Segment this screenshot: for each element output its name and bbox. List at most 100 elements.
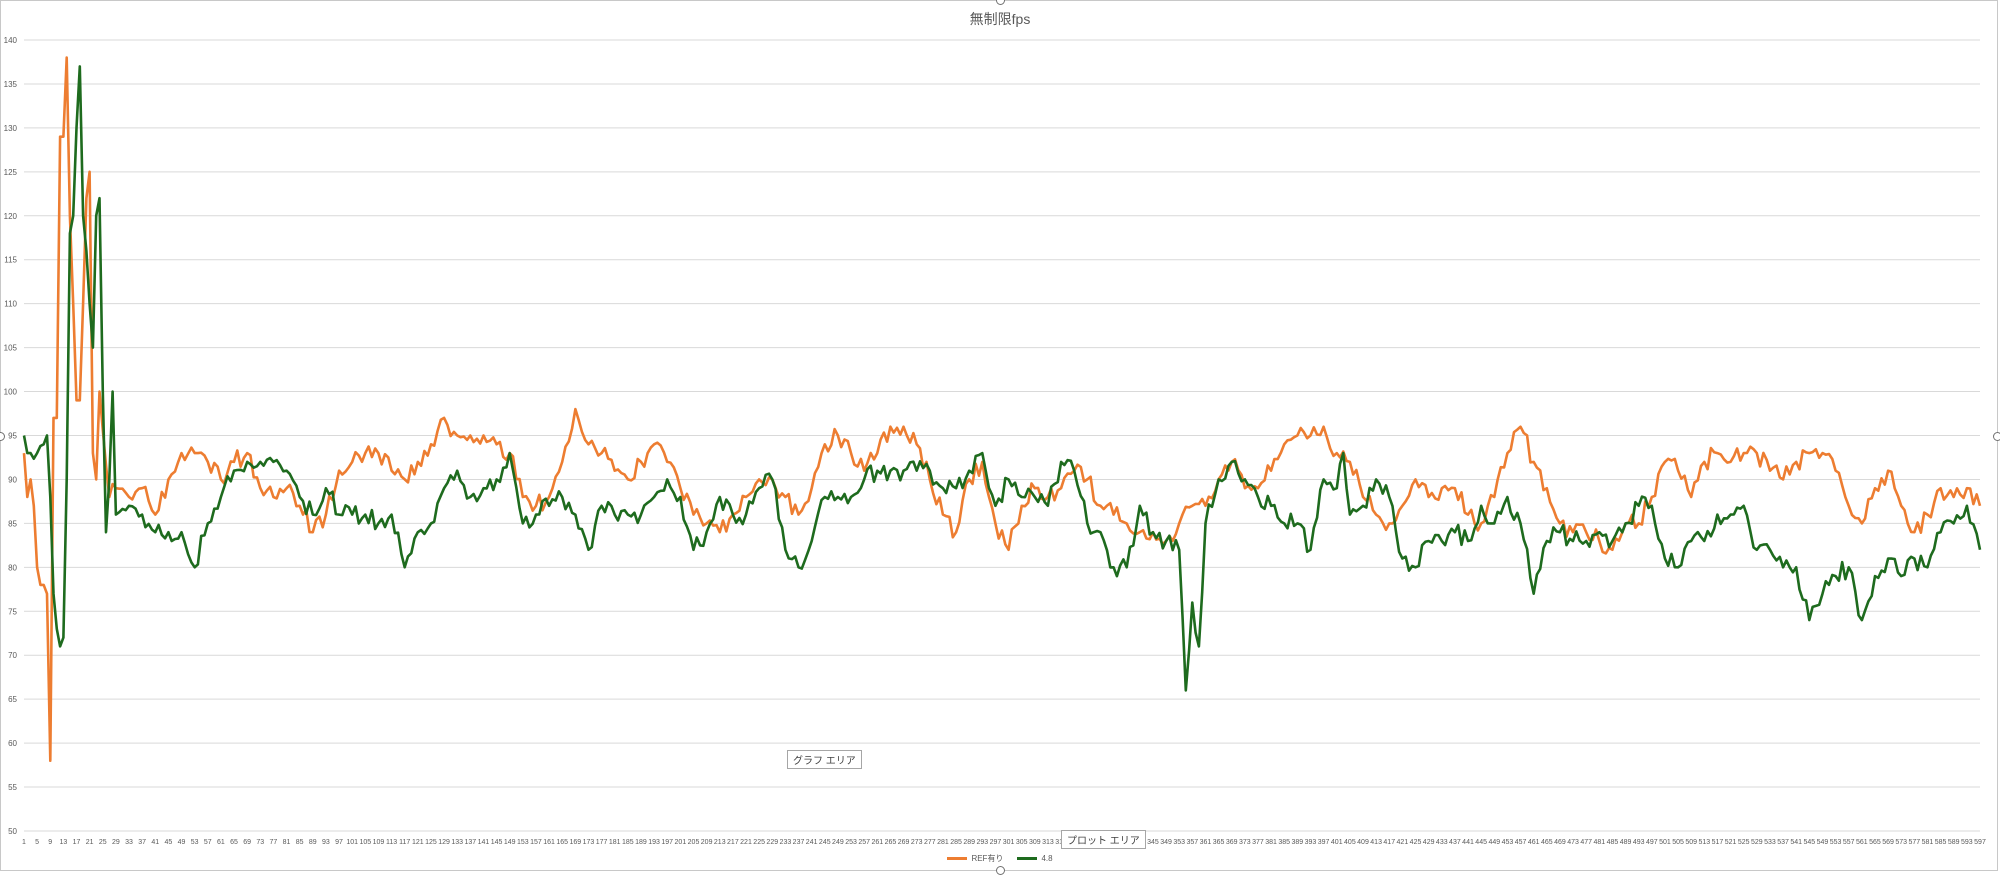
x-tick-label: 197 — [661, 839, 673, 846]
x-tick-label: 549 — [1817, 839, 1829, 846]
x-tick-label: 9 — [48, 839, 52, 846]
x-tick-label: 473 — [1567, 839, 1579, 846]
x-tick-label: 469 — [1554, 839, 1566, 846]
x-tick-label: 93 — [322, 839, 330, 846]
x-tick-label: 553 — [1830, 839, 1842, 846]
x-tick-label: 501 — [1659, 839, 1671, 846]
x-tick-label: 289 — [963, 839, 975, 846]
y-tick-label: 110 — [4, 300, 17, 309]
y-tick-label: 105 — [4, 344, 18, 353]
x-tick-label: 201 — [675, 839, 687, 846]
x-tick-label: 297 — [990, 839, 1002, 846]
x-tick-label: 157 — [530, 839, 542, 846]
x-tick-label: 377 — [1252, 839, 1264, 846]
x-tick-label: 121 — [412, 839, 424, 846]
x-tick-label: 389 — [1292, 839, 1304, 846]
y-tick-label: 60 — [8, 739, 17, 748]
y-tick-label: 140 — [4, 36, 18, 45]
x-tick-label: 225 — [753, 839, 765, 846]
x-tick-label: 521 — [1725, 839, 1737, 846]
y-tick-label: 115 — [4, 256, 17, 265]
x-tick-label: 189 — [635, 839, 647, 846]
x-tick-label: 493 — [1633, 839, 1645, 846]
x-tick-label: 185 — [622, 839, 634, 846]
x-tick-label: 29 — [112, 839, 120, 846]
x-tick-label: 133 — [451, 839, 463, 846]
legend-label-48: 4.8 — [1041, 854, 1053, 863]
resize-handle-right[interactable] — [1993, 432, 2000, 441]
x-tick-label: 25 — [99, 839, 107, 846]
x-tick-label: 413 — [1370, 839, 1382, 846]
x-tick-label: 237 — [793, 839, 805, 846]
x-tick-label: 429 — [1423, 839, 1435, 846]
resize-handle-top[interactable] — [996, 0, 1005, 5]
x-tick-label: 545 — [1803, 839, 1815, 846]
x-tick-label: 169 — [570, 839, 582, 846]
x-tick-label: 125 — [425, 839, 437, 846]
x-tick-label: 437 — [1449, 839, 1461, 846]
legend-label-ref: REF有り — [971, 854, 1004, 863]
x-tick-label: 573 — [1895, 839, 1907, 846]
x-tick-label: 369 — [1226, 839, 1238, 846]
x-tick-label: 53 — [191, 839, 199, 846]
x-tick-label: 41 — [151, 839, 159, 846]
resize-handle-left[interactable] — [0, 432, 5, 441]
legend-item-48[interactable]: 4.8 — [1017, 853, 1053, 864]
x-tick-label: 445 — [1475, 839, 1487, 846]
x-tick-label: 285 — [950, 839, 962, 846]
x-tick-label: 281 — [937, 839, 949, 846]
x-tick-label: 305 — [1016, 839, 1028, 846]
y-tick-label: 125 — [4, 168, 18, 177]
x-tick-label: 465 — [1541, 839, 1553, 846]
y-tick-label: 120 — [4, 212, 18, 221]
x-tick-label: 213 — [714, 839, 726, 846]
series-line-48[interactable] — [22, 65, 1982, 692]
x-tick-label: 533 — [1764, 839, 1776, 846]
legend-item-ref[interactable]: REF有り — [947, 853, 1003, 864]
x-tick-label: 65 — [230, 839, 238, 846]
legend-swatch-ref — [947, 857, 968, 860]
x-tick-label: 405 — [1344, 839, 1356, 846]
series-line-ref[interactable] — [22, 56, 1982, 762]
x-tick-label: 17 — [73, 839, 81, 846]
x-tick-label: 581 — [1922, 839, 1934, 846]
legend[interactable]: REF有り 4.8 — [0, 853, 2000, 864]
y-tick-label: 75 — [8, 607, 17, 616]
x-tick-label: 293 — [976, 839, 988, 846]
x-tick-label: 349 — [1160, 839, 1172, 846]
x-tick-label: 137 — [464, 839, 476, 846]
x-tick-label: 477 — [1580, 839, 1592, 846]
x-tick-label: 81 — [283, 839, 291, 846]
chart-title[interactable]: 無制限fps — [969, 11, 1031, 27]
x-tick-label: 109 — [373, 839, 385, 846]
x-tick-label: 153 — [517, 839, 529, 846]
x-tick-label: 485 — [1607, 839, 1619, 846]
x-tick-label: 149 — [504, 839, 516, 846]
x-tick-label: 13 — [59, 839, 67, 846]
x-tick-label: 513 — [1698, 839, 1710, 846]
x-tick-label: 401 — [1331, 839, 1343, 846]
y-tick-label: 100 — [4, 388, 18, 397]
x-tick-label: 409 — [1357, 839, 1369, 846]
x-tick-label: 261 — [871, 839, 883, 846]
gridlines — [24, 39, 1980, 832]
x-tick-label: 37 — [138, 839, 146, 846]
x-tick-label: 73 — [256, 839, 264, 846]
x-tick-label: 105 — [359, 839, 371, 846]
x-tick-label: 273 — [911, 839, 923, 846]
x-tick-label: 101 — [346, 839, 358, 846]
x-tick-label: 365 — [1213, 839, 1225, 846]
x-tick-label: 597 — [1974, 839, 1986, 846]
x-tick-label: 61 — [217, 839, 225, 846]
x-tick-label: 557 — [1843, 839, 1855, 846]
resize-handle-bottom[interactable] — [996, 866, 1005, 875]
x-tick-label: 361 — [1200, 839, 1212, 846]
x-tick-label: 345 — [1147, 839, 1159, 846]
x-tick-label: 353 — [1173, 839, 1185, 846]
x-tick-label: 373 — [1239, 839, 1251, 846]
x-tick-label: 97 — [335, 839, 343, 846]
x-tick-label: 301 — [1003, 839, 1015, 846]
x-tick-label: 33 — [125, 839, 133, 846]
y-tick-label: 130 — [4, 124, 18, 133]
